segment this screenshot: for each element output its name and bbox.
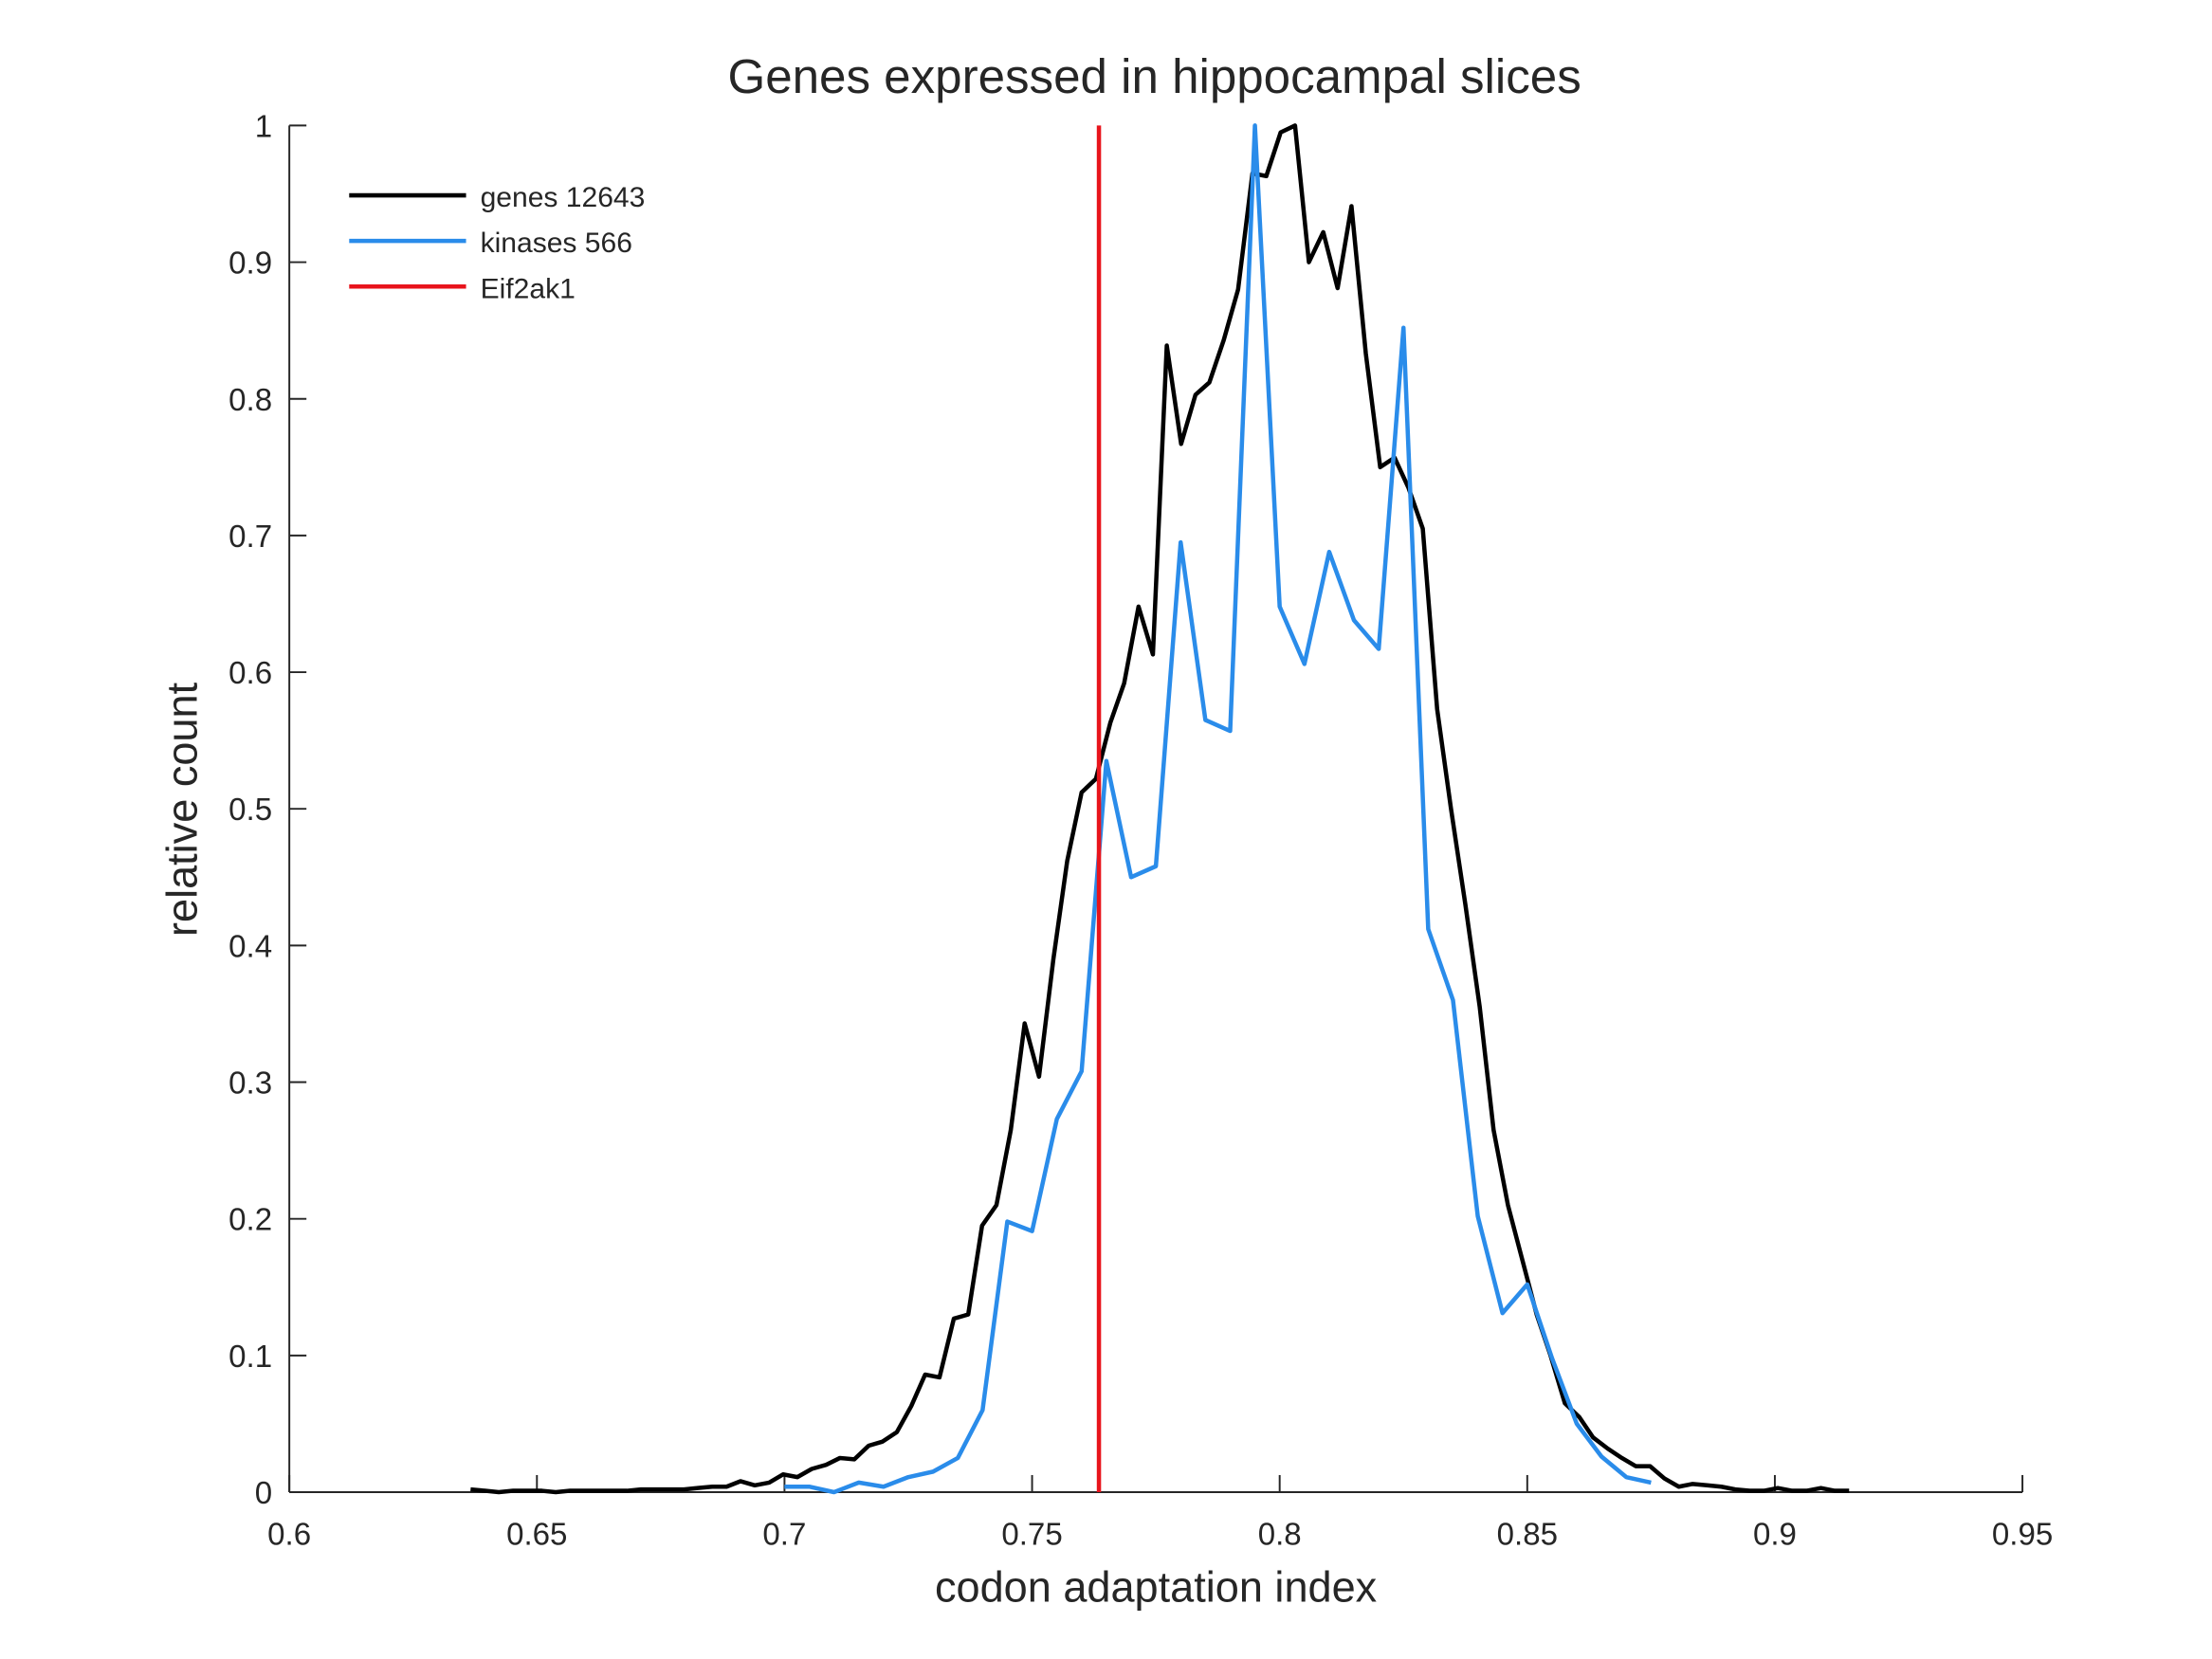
y-tick-label: 1: [255, 109, 272, 144]
y-tick-label: 0.9: [229, 246, 272, 282]
x-tick-label: 0.6: [267, 1518, 311, 1553]
legend-label: kinases 566: [481, 228, 632, 259]
y-tick-label: 0.5: [229, 793, 272, 828]
x-tick-label: 0.8: [1258, 1518, 1302, 1553]
legend-label: genes 12643: [481, 182, 646, 213]
y-tick-label: 0.8: [229, 383, 272, 418]
x-tick-label: 0.7: [762, 1518, 806, 1553]
x-tick-label: 0.75: [1001, 1518, 1062, 1553]
y-tick-label: 0.6: [229, 656, 272, 691]
legend-label: Eif2ak1: [481, 273, 576, 304]
series-line: [470, 123, 1850, 1495]
y-tick-label: 0.3: [229, 1066, 272, 1102]
x-tick-label: 0.95: [1992, 1518, 2053, 1553]
y-tick-label: 0.7: [229, 520, 272, 555]
chart-title: Genes expressed in hippocampal slices: [727, 49, 1581, 103]
y-tick-label: 0: [255, 1476, 272, 1511]
x-tick-label: 0.9: [1753, 1518, 1797, 1553]
x-axis-label: codon adaptation index: [935, 1563, 1378, 1612]
x-tick-label: 0.65: [506, 1518, 567, 1553]
series-line: [784, 123, 1652, 1495]
y-tick-label: 0.4: [229, 929, 272, 964]
y-tick-label: 0.2: [229, 1203, 272, 1238]
x-tick-label: 0.85: [1497, 1518, 1558, 1553]
y-axis-label: relative count: [157, 682, 206, 937]
y-tick-label: 0.1: [229, 1340, 272, 1375]
